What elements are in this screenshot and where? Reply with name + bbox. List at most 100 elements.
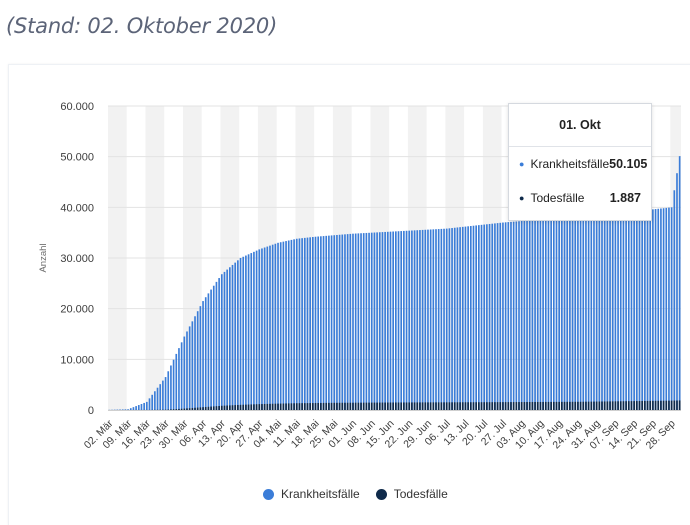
bar-cases[interactable] — [314, 236, 317, 410]
bar-cases[interactable] — [287, 240, 290, 410]
bar-cases[interactable] — [306, 237, 309, 410]
bar-deaths[interactable] — [507, 402, 510, 410]
bar-deaths[interactable] — [619, 401, 622, 410]
bar-cases[interactable] — [598, 214, 601, 410]
legend-item-cases[interactable]: Krankheitsfälle — [263, 487, 360, 501]
bar-deaths[interactable] — [170, 409, 172, 410]
bar-cases[interactable] — [561, 217, 563, 410]
bar-cases[interactable] — [488, 223, 491, 410]
bar-cases[interactable] — [370, 232, 373, 410]
bar-cases[interactable] — [164, 377, 167, 410]
bar-cases[interactable] — [657, 208, 660, 410]
bar-cases[interactable] — [135, 406, 137, 410]
bar-cases[interactable] — [419, 230, 421, 410]
bar-deaths[interactable] — [392, 402, 394, 410]
bar-deaths[interactable] — [210, 406, 212, 410]
bar-cases[interactable] — [127, 409, 129, 410]
bar-cases[interactable] — [432, 229, 435, 410]
bar-cases[interactable] — [405, 230, 408, 410]
bar-cases[interactable] — [555, 218, 558, 410]
bar-cases[interactable] — [140, 403, 143, 410]
bar-deaths[interactable] — [397, 402, 400, 410]
bar-deaths[interactable] — [590, 401, 593, 410]
bar-cases[interactable] — [552, 218, 555, 410]
bar-deaths[interactable] — [322, 402, 325, 410]
bar-cases[interactable] — [611, 213, 614, 410]
bar-cases[interactable] — [585, 215, 587, 410]
bar-cases[interactable] — [191, 321, 194, 410]
bar-cases[interactable] — [231, 264, 234, 410]
bar-cases[interactable] — [376, 232, 378, 410]
bar-cases[interactable] — [188, 326, 191, 410]
bar-deaths[interactable] — [657, 400, 660, 410]
bar-deaths[interactable] — [585, 401, 587, 410]
bar-deaths[interactable] — [515, 402, 518, 410]
bar-deaths[interactable] — [456, 402, 459, 410]
bar-deaths[interactable] — [440, 402, 443, 410]
bar-cases[interactable] — [478, 225, 480, 410]
bar-deaths[interactable] — [635, 401, 638, 410]
bar-deaths[interactable] — [354, 402, 357, 410]
bar-deaths[interactable] — [237, 404, 239, 410]
bar-cases[interactable] — [582, 216, 585, 410]
bar-cases[interactable] — [247, 254, 250, 410]
bar-deaths[interactable] — [220, 405, 223, 410]
bar-cases[interactable] — [143, 402, 145, 410]
bar-deaths[interactable] — [574, 401, 577, 410]
bar-cases[interactable] — [665, 207, 668, 410]
bar-cases[interactable] — [250, 253, 253, 410]
bar-cases[interactable] — [464, 226, 467, 410]
bar-cases[interactable] — [440, 228, 443, 410]
bar-cases[interactable] — [486, 224, 488, 410]
bar-cases[interactable] — [507, 222, 510, 410]
bar-cases[interactable] — [649, 209, 652, 410]
bar-cases[interactable] — [408, 230, 411, 410]
bar-cases[interactable] — [614, 213, 617, 410]
bar-deaths[interactable] — [558, 401, 561, 410]
bar-cases[interactable] — [172, 359, 175, 410]
bar-cases[interactable] — [132, 407, 135, 410]
bar-deaths[interactable] — [652, 400, 654, 410]
bar-cases[interactable] — [151, 394, 154, 410]
bar-deaths[interactable] — [617, 401, 619, 410]
bar-cases[interactable] — [571, 216, 574, 410]
bar-cases[interactable] — [502, 222, 504, 410]
bar-cases[interactable] — [245, 255, 247, 410]
bar-deaths[interactable] — [261, 404, 263, 410]
bar-cases[interactable] — [595, 214, 598, 410]
bar-deaths[interactable] — [614, 401, 617, 410]
bar-deaths[interactable] — [204, 406, 207, 410]
bar-cases[interactable] — [448, 228, 451, 410]
bar-cases[interactable] — [574, 216, 577, 410]
bar-cases[interactable] — [129, 408, 132, 410]
bar-cases[interactable] — [619, 212, 622, 410]
bar-deaths[interactable] — [633, 401, 635, 410]
bar-deaths[interactable] — [550, 401, 552, 410]
bar-cases[interactable] — [266, 246, 269, 410]
bar-cases[interactable] — [159, 384, 162, 410]
bar-deaths[interactable] — [601, 401, 603, 410]
bar-cases[interactable] — [148, 398, 151, 410]
bar-cases[interactable] — [341, 234, 344, 410]
bar-deaths[interactable] — [255, 404, 258, 410]
bar-deaths[interactable] — [285, 403, 287, 410]
bar-deaths[interactable] — [413, 402, 416, 410]
bar-deaths[interactable] — [186, 408, 188, 410]
bar-deaths[interactable] — [212, 406, 215, 410]
bar-cases[interactable] — [258, 249, 261, 410]
bar-cases[interactable] — [384, 231, 386, 410]
bar-deaths[interactable] — [282, 403, 285, 410]
bar-cases[interactable] — [178, 348, 180, 410]
bar-cases[interactable] — [381, 232, 384, 410]
bar-deaths[interactable] — [534, 401, 536, 410]
bar-deaths[interactable] — [552, 401, 555, 410]
bar-cases[interactable] — [416, 230, 419, 410]
bar-deaths[interactable] — [234, 405, 237, 410]
bar-cases[interactable] — [328, 235, 330, 410]
bar-deaths[interactable] — [502, 402, 504, 410]
bar-cases[interactable] — [378, 232, 381, 410]
bar-cases[interactable] — [389, 231, 392, 410]
bar-cases[interactable] — [403, 230, 405, 410]
bar-deaths[interactable] — [660, 400, 662, 410]
bar-deaths[interactable] — [491, 402, 494, 410]
